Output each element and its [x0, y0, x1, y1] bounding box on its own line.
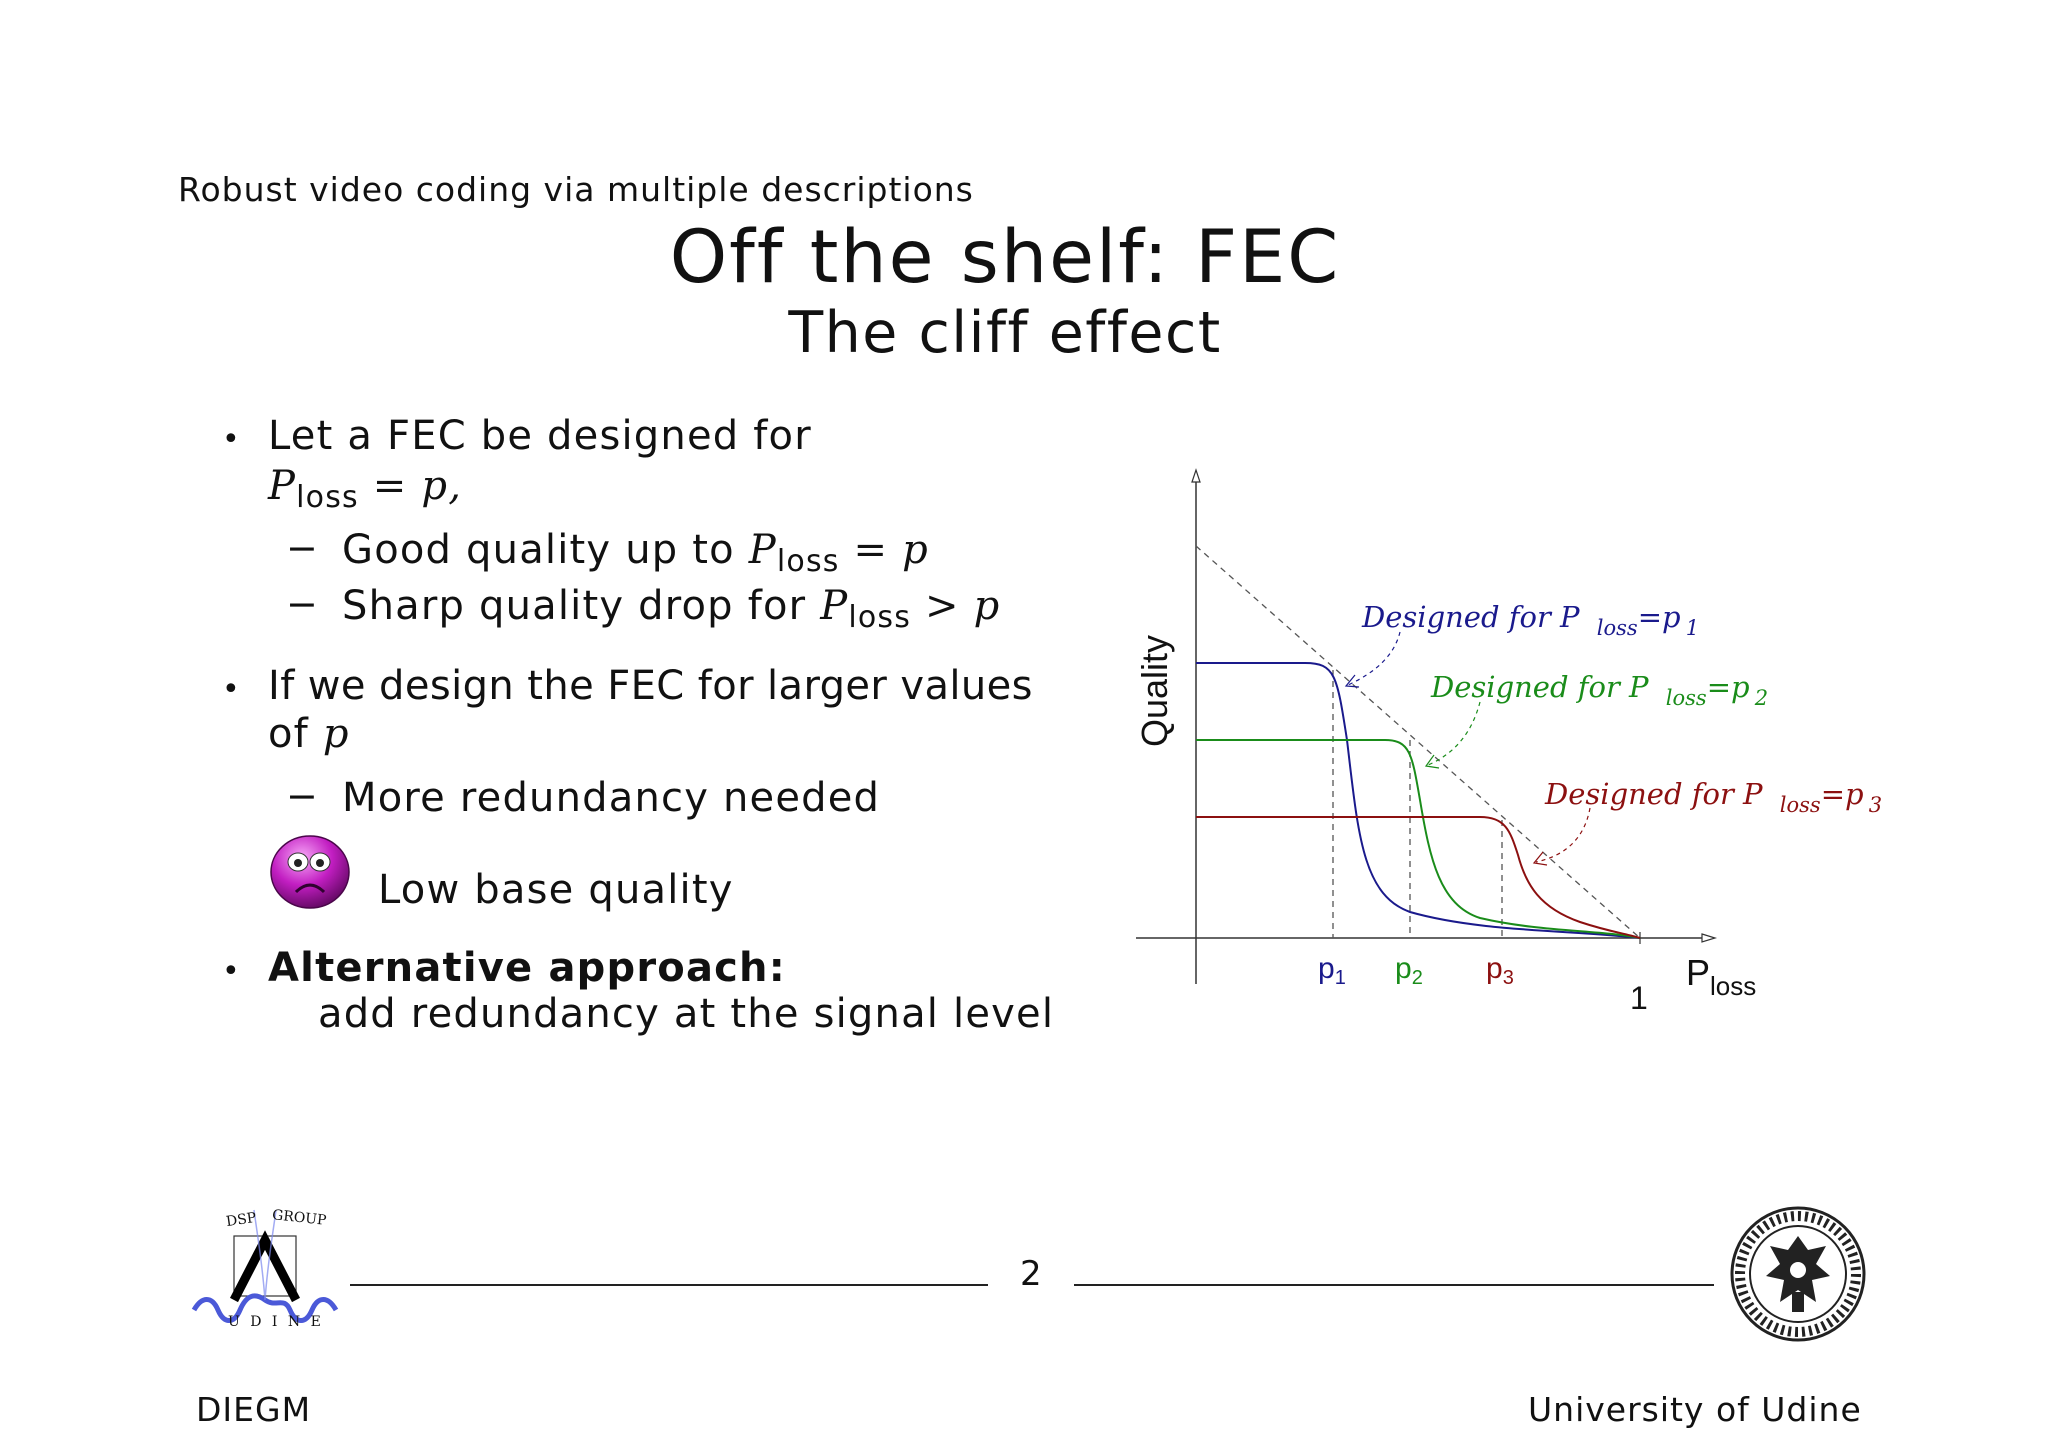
y-axis-arrow [1191, 468, 1201, 483]
math-rest: = p, [372, 463, 463, 509]
sub-1-text: More redundancy needed [342, 775, 881, 821]
bullet-1-sub-1: − Good quality up to Ploss = p [286, 526, 929, 579]
dash-marker: − [286, 582, 320, 626]
bullet-1-line1: Let a FEC be designed for [268, 413, 812, 459]
bullet-2: • If we design the FEC for larger values [222, 662, 1033, 710]
bullet-dot: • [222, 422, 241, 457]
footer-left: DIEGM [196, 1390, 312, 1429]
p-sub: 3 [1502, 967, 1514, 989]
bullet-1-sub-2: − Sharp quality drop for Ploss > p [286, 582, 1001, 635]
math-sub: loss [776, 544, 840, 579]
bullet-dot: • [222, 954, 241, 989]
p-letter: p [1318, 952, 1335, 985]
slide-title: Off the shelf: FEC [669, 215, 1341, 300]
math-P: P [268, 463, 297, 509]
tick-label-p2: p2 [1395, 952, 1423, 989]
dash-marker: − [286, 526, 320, 570]
sub-2-text: Low base quality [378, 867, 734, 913]
logo-text-udine: U D I N E [228, 1314, 324, 1330]
tick-label-p3: p3 [1486, 952, 1514, 989]
footer-rule-left [350, 1284, 988, 1286]
page-number: 2 [1020, 1254, 1042, 1294]
bullet-3-line2: add redundancy at the signal level [318, 990, 1054, 1038]
ann1-arrowhead [1344, 674, 1360, 688]
bullet-2-sub-2: Low base quality [378, 866, 734, 914]
dsp-group-logo: DSP GROUP U D I N E [190, 1200, 340, 1340]
bullet-3-text: add redundancy at the signal level [318, 991, 1055, 1037]
ann-idx: 2 [1754, 686, 1769, 710]
bullet-1-math: Ploss = p, [268, 462, 463, 515]
footer-right: University of Udine [1528, 1390, 1862, 1429]
p-sub: 2 [1411, 967, 1423, 989]
p-sub: 1 [1334, 967, 1346, 989]
slide-subtitle: The cliff effect [788, 300, 1222, 366]
bullet-2-line2: of p [268, 710, 350, 758]
university-seal [1730, 1206, 1866, 1342]
curve-p1 [1196, 662, 1641, 939]
ann2-arrow [1427, 701, 1481, 766]
bullet-2-of: of [268, 711, 323, 757]
math-rest: > p [925, 583, 1001, 629]
ann-eq: =p [1706, 670, 1750, 704]
ann-eq: =p [1637, 600, 1681, 634]
annotation-p2: Designed for P loss=p 2 [1431, 670, 1768, 710]
x-axis-label: Ploss [1686, 952, 1756, 1001]
math-rest: = p [853, 527, 929, 573]
ann3-arrow [1535, 807, 1591, 863]
tick-label-one: 1 [1630, 980, 1648, 1016]
bullet-3-bold: Alternative approach: [268, 945, 786, 991]
footer-rule-right [1074, 1284, 1714, 1286]
tick-label-p1: p1 [1318, 952, 1346, 989]
ann-sub: loss [1779, 793, 1821, 817]
ann-sub: loss [1665, 686, 1707, 710]
bullet-1: • Let a FEC be designed for [222, 412, 812, 460]
bullet-2-sub-1: − More redundancy needed [286, 774, 881, 822]
y-axis-label: Quality [1134, 634, 1175, 748]
sub-1-text: Good quality up to [342, 527, 749, 573]
ann-eq: =p [1820, 777, 1864, 811]
curve-p2 [1196, 739, 1641, 939]
ann-text: Designed for P [1545, 777, 1763, 811]
annotation-p1: Designed for P loss=p 1 [1362, 600, 1699, 640]
math-sub: loss [296, 480, 359, 515]
p-letter: p [1395, 952, 1412, 985]
slide-header: Robust video coding via multiple descrip… [178, 170, 974, 209]
ann-idx: 3 [1868, 793, 1883, 817]
curve-p3 [1196, 816, 1641, 939]
bullet-3: • Alternative approach: [222, 944, 786, 992]
bullet-2-line1: If we design the FEC for larger values [268, 663, 1033, 709]
ann3-arrowhead [1532, 851, 1548, 866]
math-P: P [748, 527, 777, 573]
x-label-sub: loss [1710, 971, 1757, 1001]
bullet-dot: • [222, 672, 241, 707]
sad-face-icon [268, 832, 352, 912]
ann1-arrow [1347, 631, 1401, 686]
math-P: P [820, 583, 849, 629]
ann-idx: 1 [1685, 616, 1700, 640]
ann2-arrowhead [1424, 754, 1440, 769]
math-sub: loss [848, 600, 912, 635]
sub-2-text: Sharp quality drop for [342, 583, 821, 629]
x-label-P: P [1686, 952, 1711, 993]
math-p: p [322, 711, 350, 757]
x-axis-arrow [1701, 933, 1718, 943]
p-letter: p [1486, 952, 1503, 985]
ann-text: Designed for P [1362, 600, 1580, 634]
annotation-p3: Designed for P loss=p 3 [1545, 777, 1882, 817]
ann-sub: loss [1596, 616, 1638, 640]
dash-marker: − [286, 774, 320, 818]
ann-text: Designed for P [1431, 670, 1649, 704]
cliff-effect-figure: Quality Designed for P loss=p 1 Designed… [1100, 460, 1900, 1020]
